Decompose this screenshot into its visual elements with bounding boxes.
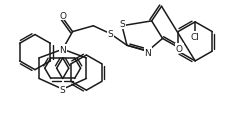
Text: O: O (176, 44, 183, 53)
Text: N: N (59, 45, 66, 54)
Text: S: S (60, 85, 66, 94)
Text: O: O (59, 11, 66, 20)
Text: S: S (119, 20, 125, 29)
Text: S: S (107, 30, 113, 39)
Text: N: N (144, 48, 151, 57)
Text: Cl: Cl (191, 33, 200, 42)
